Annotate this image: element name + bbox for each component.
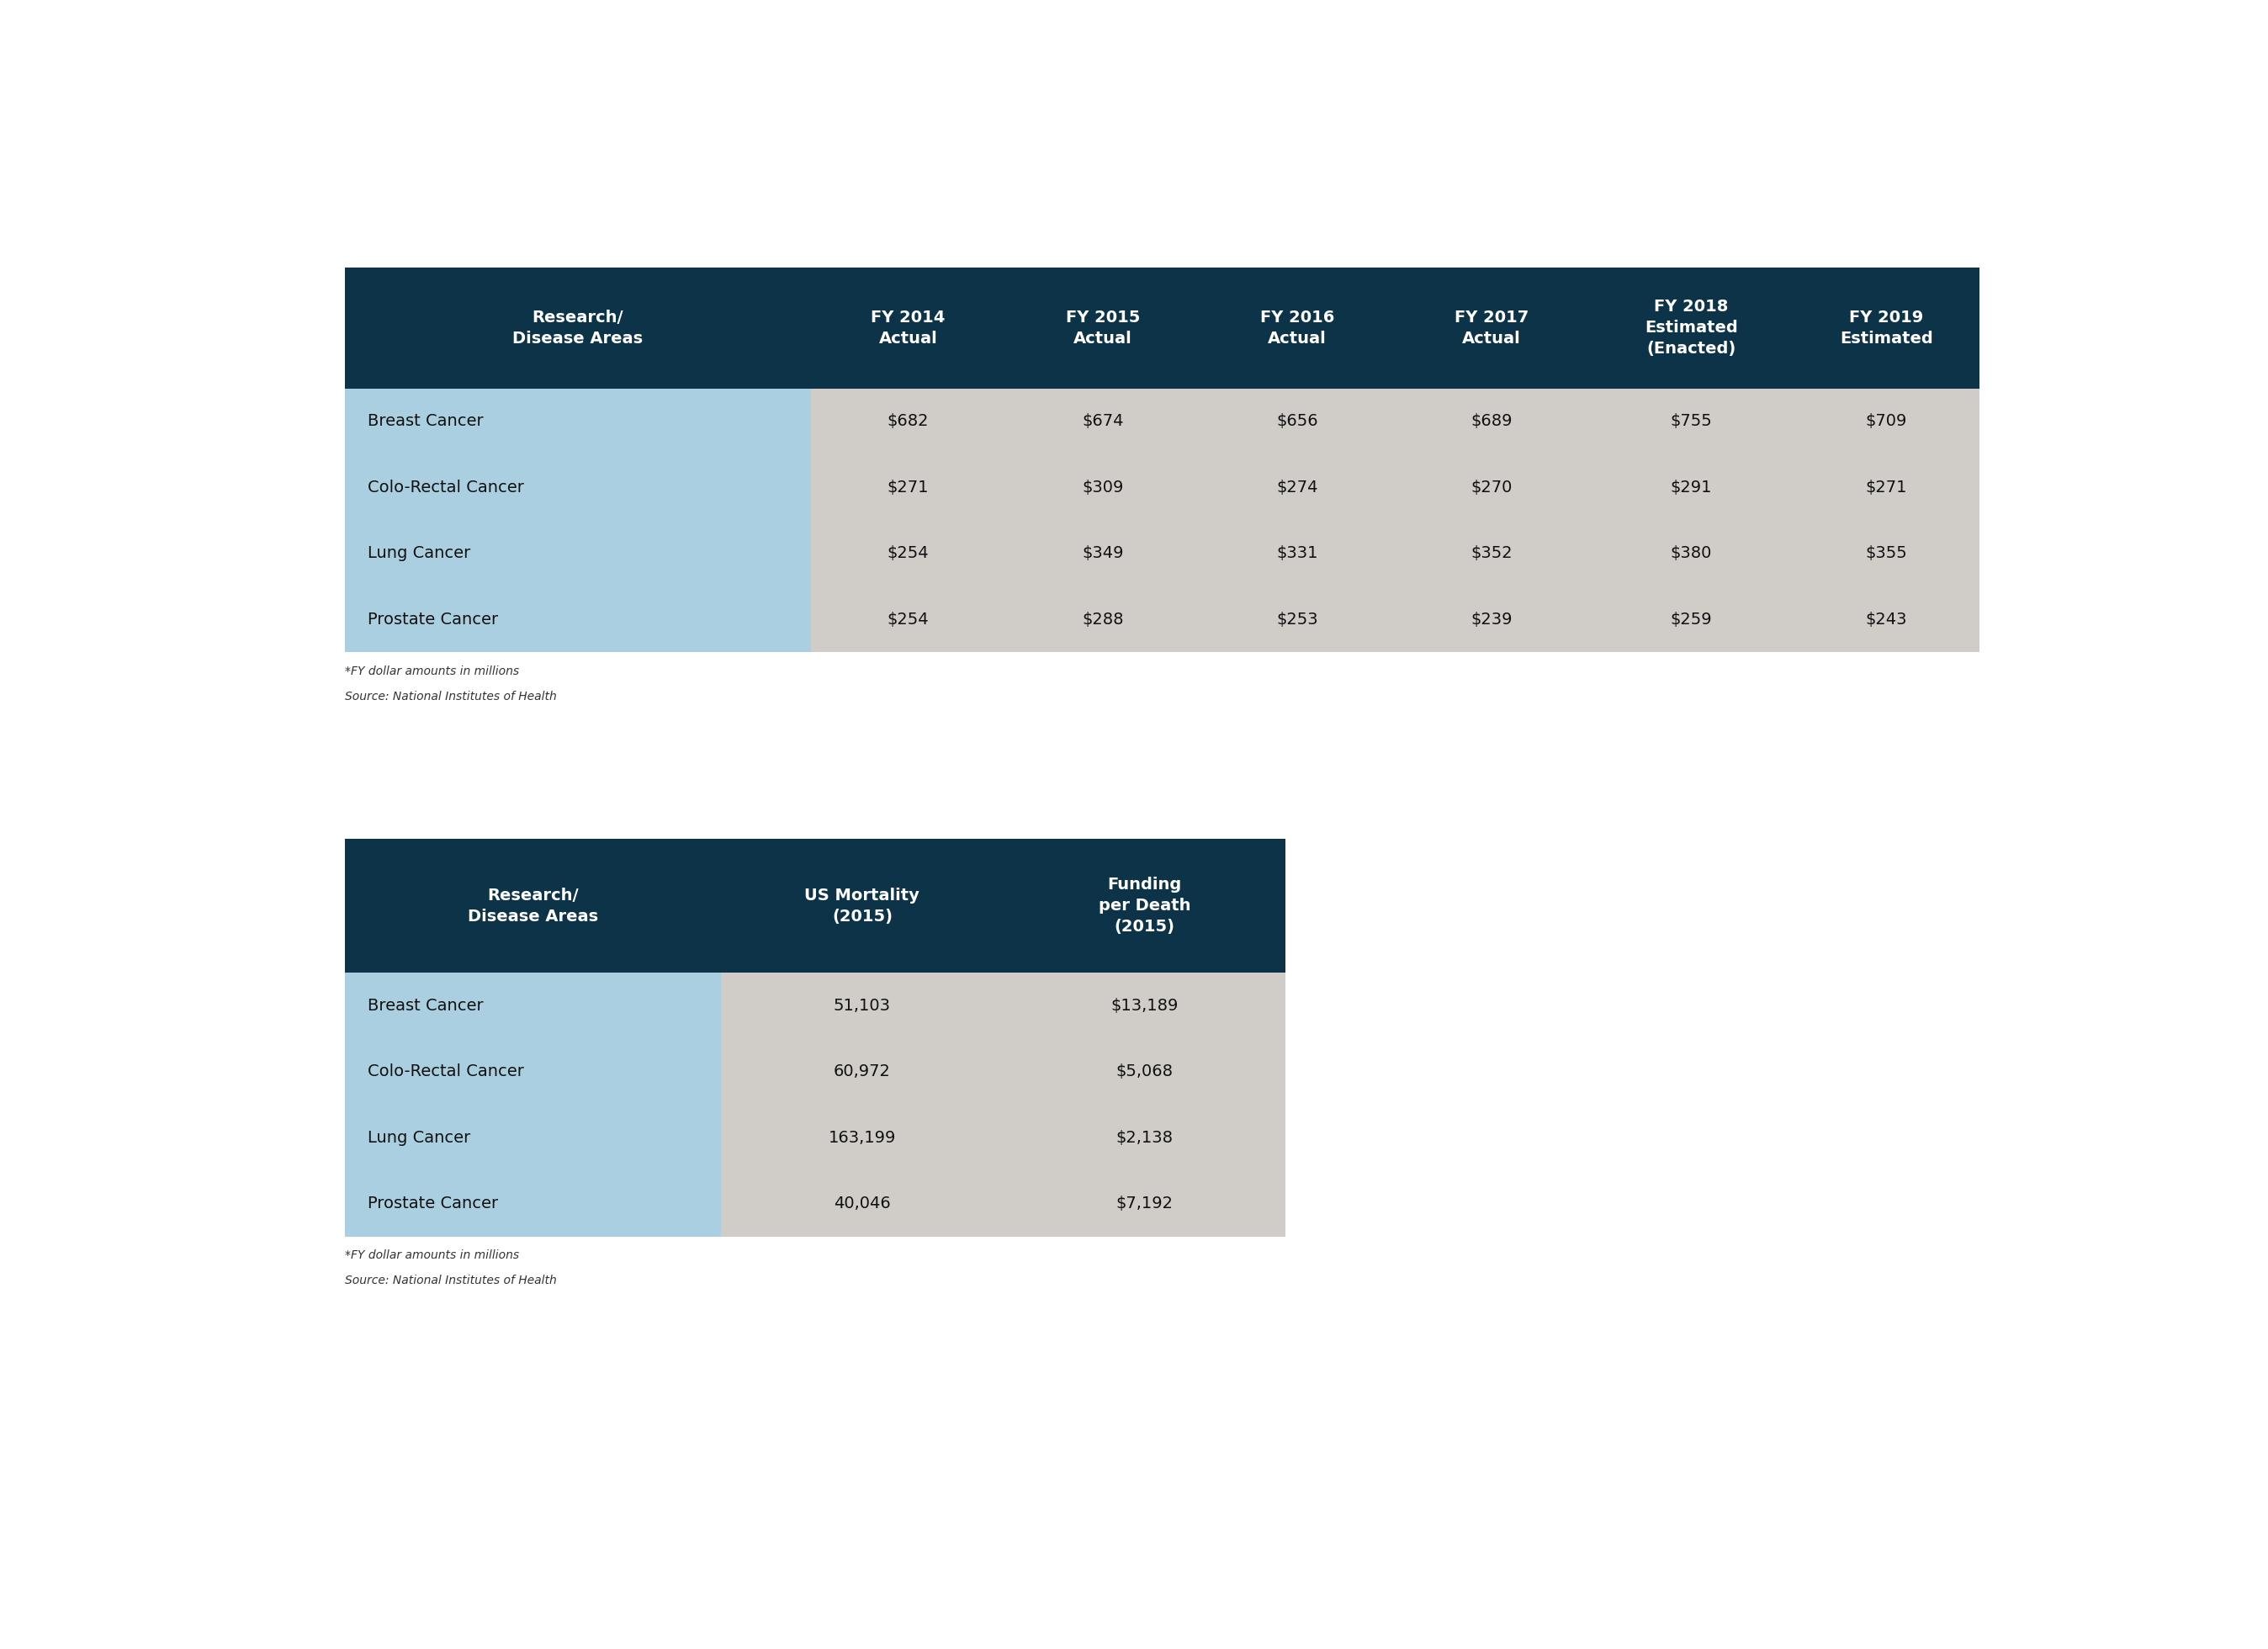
Bar [1200, 267, 1395, 389]
Text: $689: $689 [1472, 414, 1513, 429]
Bar [1005, 389, 1200, 653]
Text: Lung Cancer: Lung Cancer [367, 546, 472, 561]
Text: $656: $656 [1277, 414, 1318, 429]
Text: FY 2017
Actual: FY 2017 Actual [1454, 310, 1529, 346]
Text: $7,192: $7,192 [1116, 1196, 1173, 1212]
Text: FY 2018
Estimated
(Enacted): FY 2018 Estimated (Enacted) [1644, 298, 1737, 358]
Text: $254: $254 [887, 612, 930, 627]
Text: Source: National Institutes of Health: Source: National Institutes of Health [345, 1275, 558, 1286]
Text: FY 2016
Actual: FY 2016 Actual [1261, 310, 1334, 346]
Text: $352: $352 [1472, 546, 1513, 561]
Text: $243: $243 [1867, 612, 1907, 627]
Bar [721, 973, 1002, 1237]
Text: $291: $291 [1669, 480, 1712, 495]
Text: US Mortality
(2015): US Mortality (2015) [805, 887, 921, 923]
Text: Breast Cancer: Breast Cancer [367, 414, 483, 429]
Bar [1002, 839, 1286, 973]
Text: $349: $349 [1082, 546, 1123, 561]
Text: FY 2019
Estimated: FY 2019 Estimated [1839, 310, 1932, 346]
Text: Lung Cancer: Lung Cancer [367, 1130, 472, 1146]
Text: $288: $288 [1082, 612, 1123, 627]
Text: $682: $682 [887, 414, 930, 429]
Text: Prostate Cancer: Prostate Cancer [367, 1196, 499, 1212]
Text: 40,046: 40,046 [835, 1196, 891, 1212]
Text: FY 2015
Actual: FY 2015 Actual [1066, 310, 1141, 346]
Bar [345, 389, 812, 653]
Text: $271: $271 [887, 480, 930, 495]
Text: Colo-Rectal Cancer: Colo-Rectal Cancer [367, 480, 524, 495]
Text: $380: $380 [1672, 546, 1712, 561]
Text: 60,972: 60,972 [835, 1064, 891, 1080]
Text: Breast Cancer: Breast Cancer [367, 998, 483, 1014]
Text: Research/
Disease Areas: Research/ Disease Areas [513, 310, 644, 346]
Text: $259: $259 [1669, 612, 1712, 627]
Text: $5,068: $5,068 [1116, 1064, 1173, 1080]
Bar [721, 839, 1002, 973]
Text: Prostate Cancer: Prostate Cancer [367, 612, 499, 627]
Text: $309: $309 [1082, 480, 1123, 495]
Text: Colo-Rectal Cancer: Colo-Rectal Cancer [367, 1064, 524, 1080]
Text: $2,138: $2,138 [1116, 1130, 1173, 1146]
Bar [812, 389, 1005, 653]
Bar [1794, 267, 1980, 389]
Text: $274: $274 [1277, 480, 1318, 495]
Text: $755: $755 [1669, 414, 1712, 429]
Text: FY 2014
Actual: FY 2014 Actual [871, 310, 946, 346]
Text: $674: $674 [1082, 414, 1123, 429]
Bar [812, 267, 1005, 389]
Text: $239: $239 [1472, 612, 1513, 627]
Text: $13,189: $13,189 [1111, 998, 1177, 1014]
Text: $254: $254 [887, 546, 930, 561]
Text: $253: $253 [1277, 612, 1318, 627]
Text: $709: $709 [1867, 414, 1907, 429]
Text: $271: $271 [1867, 480, 1907, 495]
Text: $355: $355 [1867, 546, 1907, 561]
Text: $331: $331 [1277, 546, 1318, 561]
Text: *FY dollar amounts in millions: *FY dollar amounts in millions [345, 1250, 519, 1261]
Text: Research/
Disease Areas: Research/ Disease Areas [467, 887, 599, 923]
Bar [1395, 389, 1590, 653]
Bar [345, 973, 721, 1237]
Bar [1005, 267, 1200, 389]
Text: 163,199: 163,199 [828, 1130, 896, 1146]
Bar [345, 839, 721, 973]
Text: 51,103: 51,103 [835, 998, 891, 1014]
Bar [1590, 389, 1794, 653]
Text: $270: $270 [1472, 480, 1513, 495]
Bar [345, 267, 812, 389]
Bar [1200, 389, 1395, 653]
Bar [1002, 973, 1286, 1237]
Bar [1395, 267, 1590, 389]
Bar [1590, 267, 1794, 389]
Text: *FY dollar amounts in millions: *FY dollar amounts in millions [345, 665, 519, 678]
Text: Funding
per Death
(2015): Funding per Death (2015) [1098, 877, 1191, 935]
Text: Source: National Institutes of Health: Source: National Institutes of Health [345, 691, 558, 702]
Bar [1794, 389, 1980, 653]
